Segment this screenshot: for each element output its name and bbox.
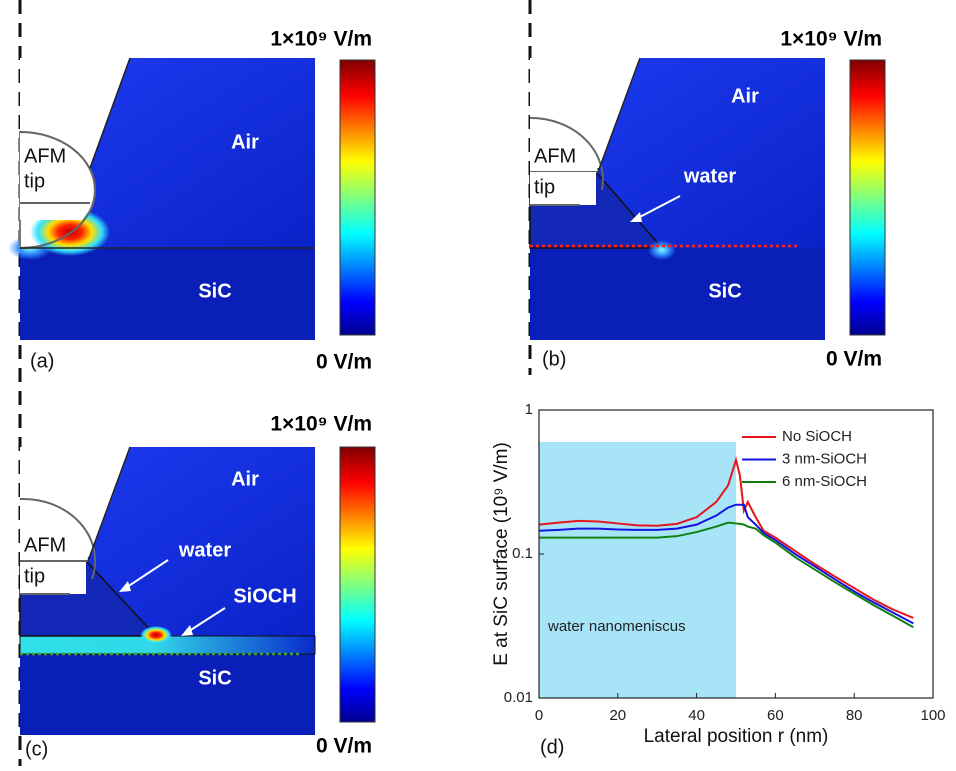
colorbar (339, 59, 376, 336)
y-axis-label: E at SiC surface (10⁹ V/m) (491, 442, 512, 666)
x-tick-label: 40 (688, 707, 705, 724)
panel-label: (d) (540, 736, 564, 758)
cone-edge (87, 446, 131, 562)
region-label: Air (731, 85, 759, 107)
x-tick-label: 20 (609, 707, 626, 724)
colorbar-max: 1×10⁹ V/m (780, 28, 882, 51)
series-line (539, 521, 914, 629)
panel-label: (c) (25, 738, 48, 760)
region-label: SiOCH (233, 585, 296, 607)
colorbar (849, 59, 886, 336)
panel-b: AFM tip Air water SiC 1×10⁹ V/m 0 V/m (b… (529, 28, 886, 371)
region-label: SiC (198, 667, 231, 689)
region-label: Air (231, 131, 259, 153)
hotspot (648, 240, 676, 260)
shaded-region (539, 441, 736, 698)
series-line (538, 503, 914, 625)
colorbar-min: 0 V/m (316, 351, 372, 374)
afm-tip-outline (19, 497, 97, 580)
tip-label: tip (24, 565, 45, 587)
legend-label: 6 nm-SiOCH (782, 473, 867, 490)
colorbar-min: 0 V/m (316, 735, 372, 758)
cone-edge (89, 57, 131, 169)
afm-tip-outline (529, 116, 604, 191)
colorbar-min: 0 V/m (826, 348, 882, 371)
region-label: SiC (198, 280, 231, 302)
arrow-head (181, 625, 193, 636)
panel-label: (b) (542, 348, 566, 370)
y-tick-label: 0.1 (512, 545, 533, 562)
y-tick-label: 1 (525, 401, 533, 418)
series-line (538, 456, 914, 619)
legend-label: 3 nm-SiOCH (782, 450, 867, 467)
afm-tip (20, 132, 93, 220)
afm-tip (530, 172, 596, 205)
colorbar-max: 1×10⁹ V/m (270, 413, 372, 436)
afm-tip-outline (19, 131, 96, 249)
x-tick-label: 60 (767, 707, 784, 724)
arrow-head (630, 212, 642, 222)
y-tick-label: 0.01 (504, 689, 533, 706)
tip-label: tip (24, 170, 45, 192)
panel-label: (a) (30, 350, 54, 372)
panel-d: water nanomeniscus No SiOCH 3 nm-SiOCH 6 nm… (491, 401, 946, 758)
region-label: water (178, 539, 231, 561)
tip-label: AFM (24, 534, 66, 556)
sic-domain (20, 248, 315, 340)
arrow-head (119, 581, 131, 592)
afm-tip (20, 499, 89, 561)
colorbar-max: 1×10⁹ V/m (270, 28, 372, 51)
sic-domain (530, 248, 825, 340)
tip-label: AFM (24, 145, 66, 167)
x-tick-label: 0 (535, 707, 543, 724)
region-label: SiC (708, 280, 741, 302)
colorbar (339, 446, 376, 723)
x-tick-label: 100 (920, 707, 945, 724)
region-label: water (683, 165, 736, 187)
cone-edge (597, 57, 641, 173)
legend-label: No SiOCH (782, 428, 852, 445)
arrow (123, 559, 169, 590)
x-axis-label: Lateral position r (nm) (644, 726, 829, 747)
tip-label: AFM (534, 145, 576, 167)
afm-tip (20, 561, 86, 594)
arrow (633, 195, 681, 221)
region-label: Air (231, 468, 259, 490)
x-tick-label: 80 (846, 707, 863, 724)
hotspot (140, 626, 172, 644)
afm-tip (530, 118, 598, 172)
arrow (185, 607, 226, 634)
panel-a: AFM tip Air SiC 1×10⁹ V/m 0 V/m (a) (8, 28, 376, 374)
annotation: water nanomeniscus (547, 618, 686, 635)
tip-label: tip (534, 176, 555, 198)
panel-c: AFM tip Air water SiOCH SiC 1×10⁹ V/m 0 … (19, 413, 376, 760)
